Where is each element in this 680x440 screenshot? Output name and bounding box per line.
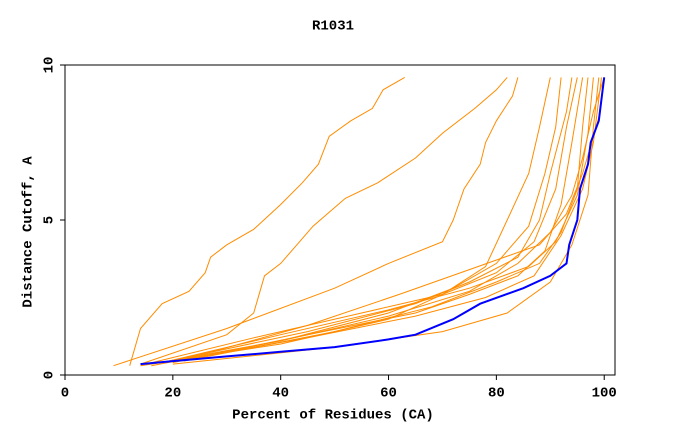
series-line <box>145 77 578 365</box>
series-line <box>113 77 519 367</box>
series-line <box>183 77 589 362</box>
series-line <box>161 77 573 364</box>
series-line <box>151 77 562 365</box>
x-axis-label: Percent of Residues (CA) <box>232 408 434 424</box>
series-line <box>172 77 584 364</box>
x-tick-label: 20 <box>164 386 181 402</box>
y-tick-label: 5 <box>42 216 58 224</box>
x-tick-label: 100 <box>592 386 617 402</box>
y-tick-label: 0 <box>42 371 58 379</box>
series-line <box>140 77 606 366</box>
series-line <box>172 77 600 365</box>
series-line <box>172 77 602 362</box>
series-line <box>151 77 605 367</box>
series-line <box>129 76 405 366</box>
series-line <box>140 77 508 365</box>
series-line <box>161 77 594 364</box>
x-tick-label: 80 <box>488 386 505 402</box>
chart-title: R1031 <box>312 19 354 35</box>
x-tick-label: 60 <box>380 386 397 402</box>
y-tick-label: 10 <box>42 57 58 74</box>
x-tick-label: 40 <box>272 386 289 402</box>
y-axis-label: Distance Cutoff, A <box>21 156 37 308</box>
x-tick-label: 0 <box>61 386 69 402</box>
series-line <box>140 77 551 367</box>
